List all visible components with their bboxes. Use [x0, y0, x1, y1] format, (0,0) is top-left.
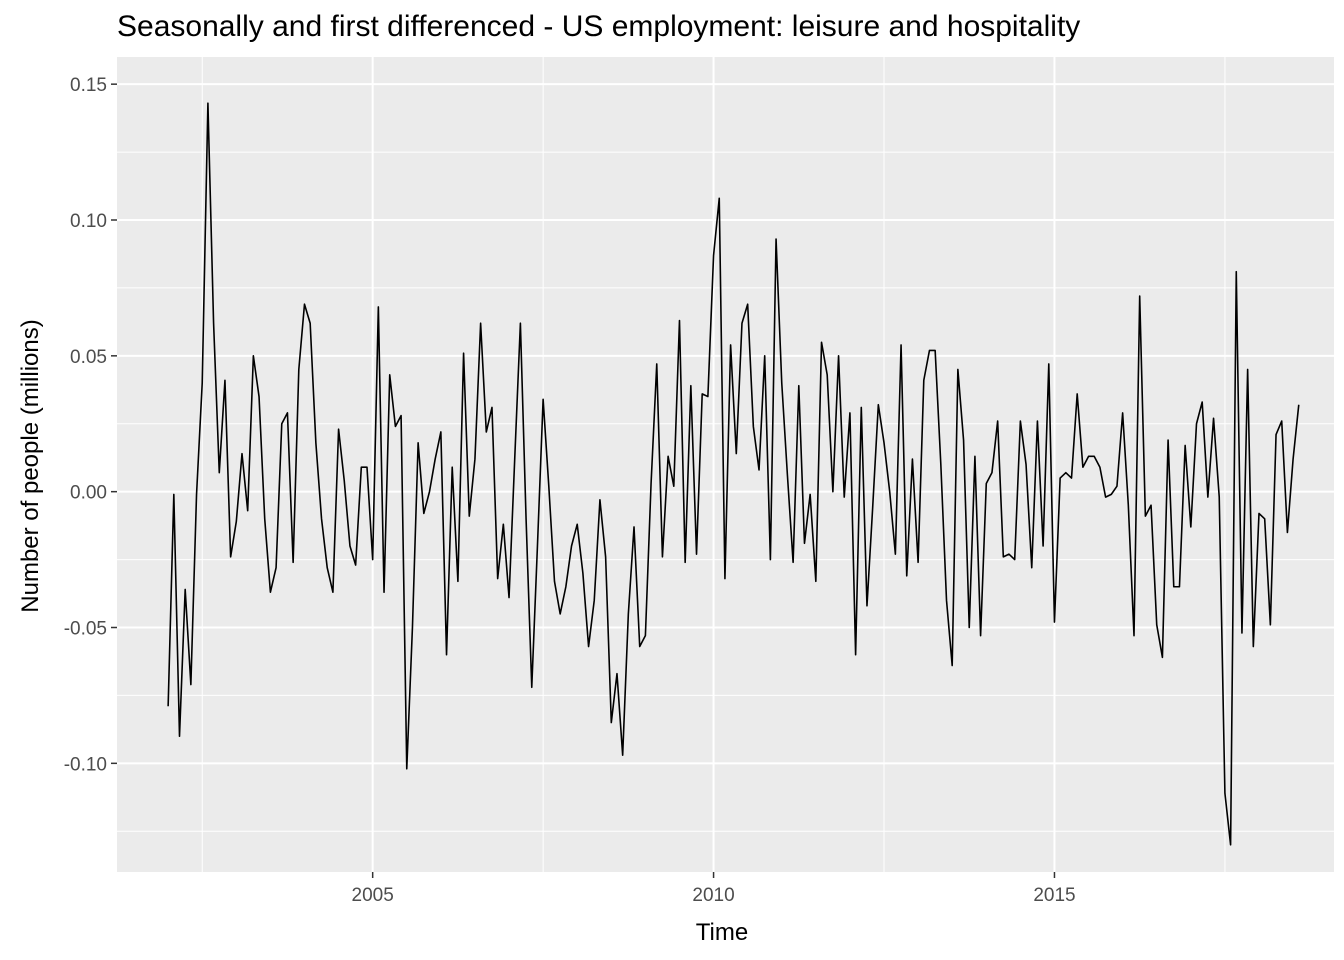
plot-panel — [117, 57, 1334, 872]
x-axis: 2005 2010 2015 — [352, 872, 1076, 906]
series-line — [167, 102, 1300, 846]
y-tick-label: -0.10 — [64, 754, 107, 775]
y-tick-label: 0.15 — [70, 75, 107, 96]
x-tick-label: 2015 — [1033, 885, 1075, 906]
x-axis-title: Time — [696, 919, 748, 946]
x-tick-label: 2010 — [692, 885, 734, 906]
y-tick-label: 0.00 — [70, 483, 107, 504]
y-axis: -0.10 -0.05 0.00 0.05 0.10 0.15 — [64, 75, 117, 775]
x-tick-label: 2005 — [352, 885, 394, 906]
y-tick-label: 0.10 — [70, 211, 107, 232]
y-tick-label: 0.05 — [70, 347, 107, 368]
y-axis-title: Number of people (millions) — [17, 319, 44, 612]
major-gridlines — [117, 57, 1334, 872]
y-tick-label: -0.05 — [64, 619, 107, 640]
chart-title: Seasonally and first differenced - US em… — [117, 10, 1081, 43]
